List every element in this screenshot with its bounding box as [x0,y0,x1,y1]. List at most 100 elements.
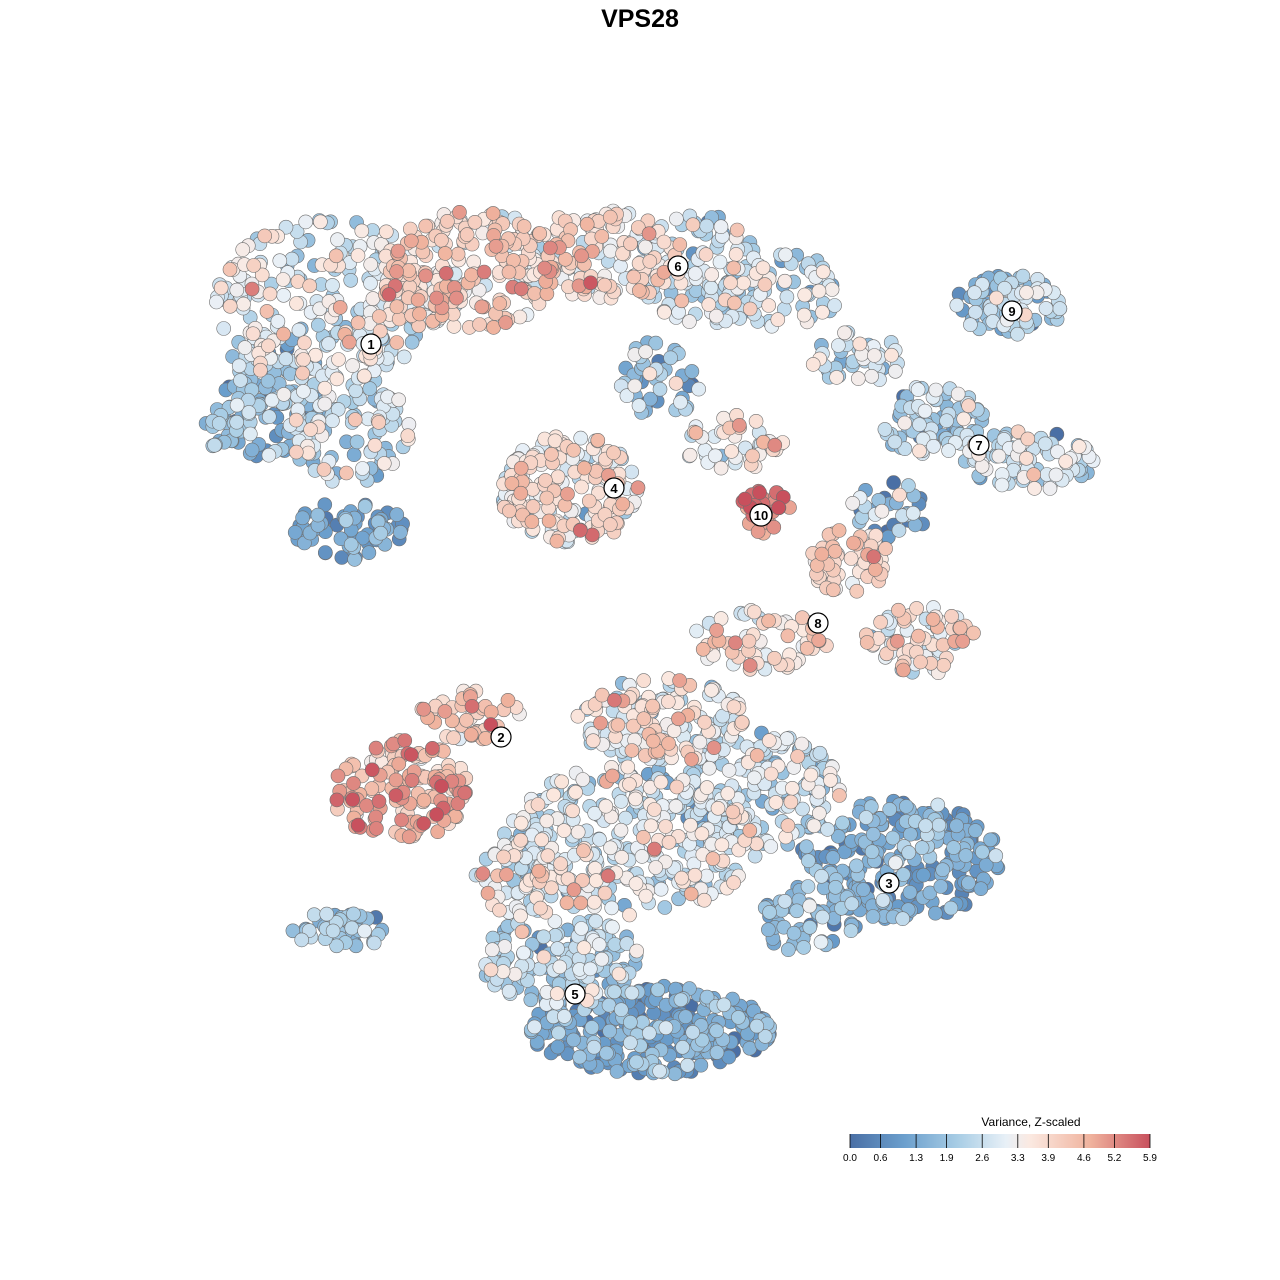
cell-point [583,275,598,291]
cell-point [660,694,676,709]
cell-point [388,788,404,803]
cell-point [573,895,589,911]
cell-point [527,286,542,301]
cluster-label-9: 9 [1001,300,1023,322]
cluster-label-2: 2 [490,726,512,748]
cell-point [606,445,621,461]
cell-point [866,549,882,565]
cell-point [1048,467,1064,483]
cell-point [474,299,490,315]
cell-point [712,254,728,270]
cell-point [614,849,630,865]
cell-point [634,849,650,864]
cluster-label-text: 5 [571,987,578,1002]
cell-point [731,1010,746,1025]
cell-point [317,380,333,396]
cell-point [1019,450,1034,466]
cell-point [829,370,844,385]
cell-point [622,776,637,792]
cell-point [576,460,592,476]
cell-point [645,698,660,714]
cell-point [403,747,419,763]
cell-point [513,815,529,831]
cell-point [687,867,703,883]
cell-point [963,317,978,333]
cell-point [777,893,793,909]
cell-point [624,743,640,758]
cell-point [878,541,893,556]
cell-point [668,798,684,814]
cell-point [540,848,556,864]
cell-point [674,870,689,886]
cell-point [513,908,528,924]
cell-point [325,278,340,293]
cell-point [859,635,875,650]
cell-point [291,322,307,338]
cell-point [961,875,976,891]
cell-point [495,964,511,979]
cell-point [721,763,737,778]
cell-point [643,391,658,407]
cell-point [400,428,416,444]
cell-point [1019,285,1034,300]
cell-point [572,523,588,538]
cell-point [669,779,685,795]
cell-point [549,533,565,549]
cell-point [671,711,686,727]
cell-point [636,829,651,845]
cell-point [794,736,810,752]
cell-point [367,437,383,453]
cell-point [229,397,245,413]
cell-point [631,398,647,413]
cell-point [514,924,530,940]
cell-point [394,812,409,828]
cell-point [513,460,529,476]
cell-point [550,469,566,485]
cell-point [693,1057,709,1073]
cell-point [278,351,294,367]
cell-point [674,293,690,309]
cell-point [830,829,846,844]
cell-point [761,298,777,313]
cell-point [389,507,405,522]
cell-point [576,843,591,859]
cell-point [527,1019,542,1035]
cell-point [530,797,546,812]
cell-point [480,885,496,901]
cell-point [306,907,322,923]
cell-point [789,903,805,919]
legend-tick-label: 4.6 [1077,1153,1091,1164]
cell-point [605,768,620,784]
cell-point [958,848,974,863]
cell-point [429,807,444,822]
legend-tick-label: 5.9 [1143,1153,1157,1164]
cell-point [464,267,479,283]
cell-point [524,514,540,529]
cell-point [815,264,831,280]
cell-point [607,692,622,708]
cell-point [582,961,598,977]
cell-point [289,296,304,311]
cell-point [749,1018,765,1034]
cell-point [401,263,417,278]
cell-point [574,921,589,936]
legend-tick-label: 5.2 [1107,1153,1121,1164]
cell-point [683,817,698,833]
cell-point [501,264,517,280]
cell-point [272,253,288,269]
cell-point [911,628,926,644]
cell-point [603,243,618,259]
cell-point [416,816,432,831]
cell-point [1058,454,1073,469]
cell-point [678,1009,693,1025]
cell-point [325,923,341,939]
cell-point [701,760,717,776]
cell-point [391,311,407,327]
cell-point [1027,481,1042,496]
cell-point [345,358,360,373]
cell-point [262,286,278,302]
cell-point [944,608,959,624]
cell-point [572,1049,588,1065]
cell-point [437,246,453,261]
cell-point [610,717,626,733]
